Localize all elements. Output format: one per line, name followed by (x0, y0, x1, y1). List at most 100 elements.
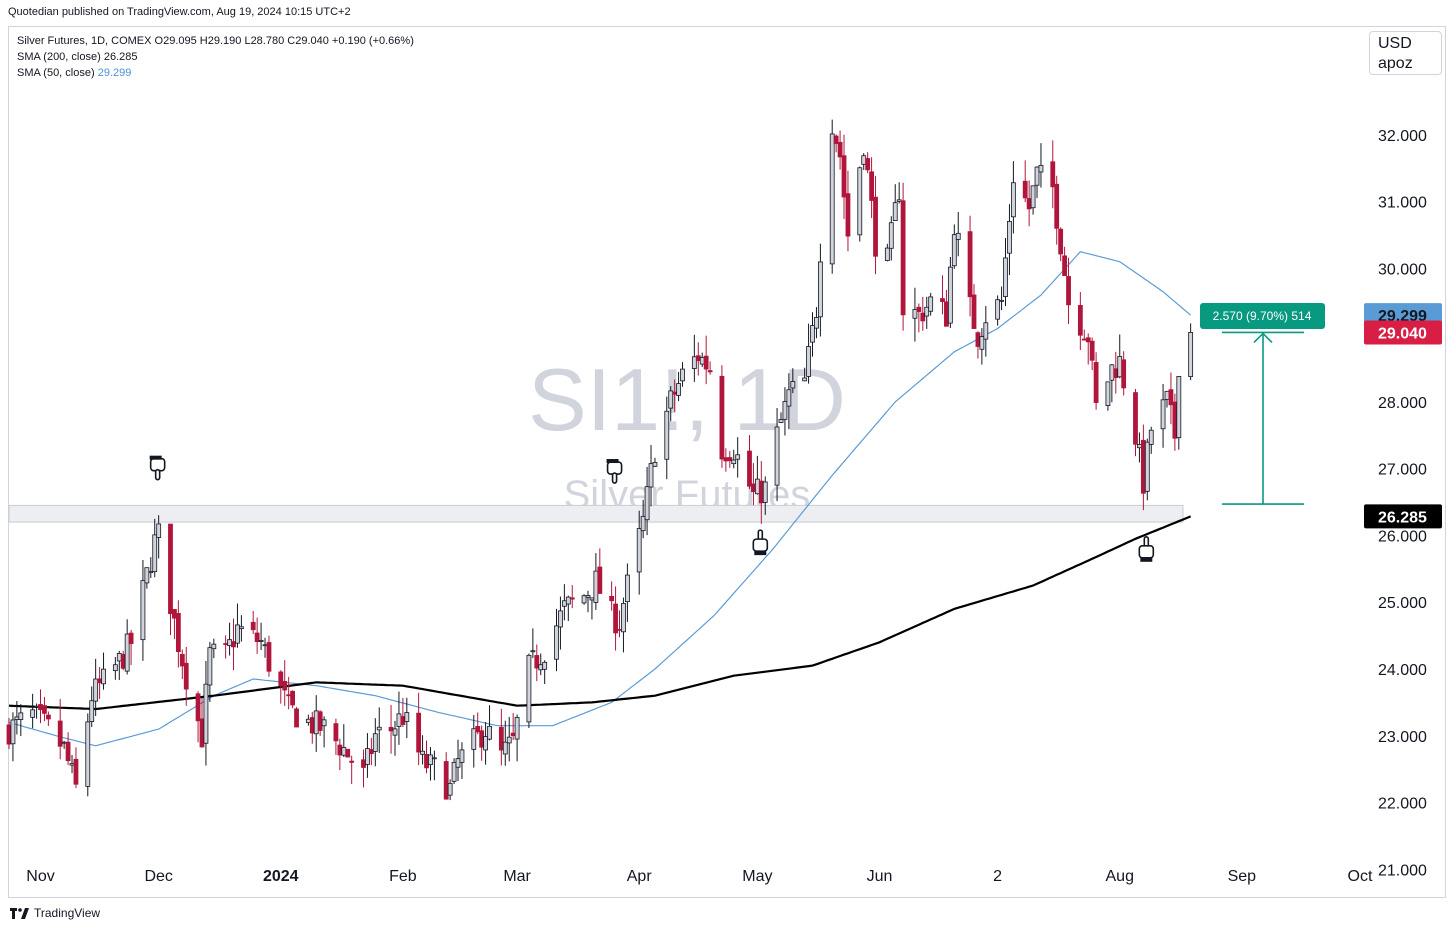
candle[interactable] (416, 692, 422, 766)
candle[interactable] (814, 307, 819, 339)
candle[interactable] (916, 303, 922, 333)
candle[interactable] (227, 622, 232, 656)
candle[interactable] (506, 716, 512, 762)
candle[interactable] (707, 361, 713, 375)
candle[interactable] (892, 184, 898, 222)
legend-sma50-row[interactable]: SMA (50, close) 29.299 (17, 65, 414, 81)
candle[interactable] (1022, 160, 1028, 203)
candle[interactable] (420, 735, 425, 765)
candle[interactable] (928, 292, 934, 316)
candle[interactable] (140, 559, 146, 661)
candle[interactable] (1160, 383, 1166, 448)
candle[interactable] (727, 451, 733, 468)
legend-sma200-row[interactable]: SMA (200, close) 26.285 (17, 49, 414, 65)
candle[interactable] (703, 335, 709, 385)
candle[interactable] (951, 224, 957, 269)
candle[interactable] (333, 718, 339, 755)
candle[interactable] (869, 157, 874, 219)
candle[interactable] (581, 594, 587, 605)
candle[interactable] (1007, 204, 1012, 276)
candle[interactable] (475, 712, 481, 735)
candle[interactable] (1148, 426, 1154, 454)
price-badge-sma200[interactable]: 26.285 (1364, 504, 1442, 529)
price-badge-price[interactable]: 29.040 (1364, 320, 1442, 345)
candle[interactable] (451, 758, 457, 785)
candle[interactable] (609, 581, 615, 611)
candle[interactable] (971, 284, 977, 329)
candle[interactable] (676, 371, 681, 402)
candle[interactable] (1144, 438, 1150, 501)
candle[interactable] (896, 182, 902, 204)
candle[interactable] (817, 243, 823, 337)
candle[interactable] (802, 367, 808, 382)
candle[interactable] (337, 738, 343, 771)
candle[interactable] (1089, 337, 1095, 371)
candle[interactable] (479, 725, 485, 761)
candle[interactable] (424, 740, 429, 774)
candle[interactable] (183, 646, 189, 706)
candle[interactable] (128, 629, 134, 666)
candle[interactable] (810, 312, 815, 357)
candle[interactable] (644, 466, 650, 536)
candle[interactable] (617, 610, 622, 638)
candle[interactable] (912, 287, 918, 342)
candle[interactable] (262, 637, 268, 658)
candle[interactable] (1058, 227, 1064, 262)
candle[interactable] (1109, 364, 1115, 403)
candle[interactable] (621, 597, 626, 653)
candle[interactable] (195, 691, 201, 743)
candle[interactable] (983, 306, 989, 357)
candle[interactable] (1133, 388, 1138, 457)
candle[interactable] (57, 699, 63, 760)
candle[interactable] (1026, 180, 1032, 227)
candle[interactable] (680, 362, 685, 387)
candle[interactable] (305, 714, 311, 726)
candle[interactable] (1140, 424, 1146, 511)
candle[interactable] (238, 615, 244, 642)
candle[interactable] (1054, 175, 1060, 245)
candle[interactable] (1176, 376, 1182, 450)
candle[interactable] (955, 212, 961, 257)
candle[interactable] (648, 445, 654, 507)
candle[interactable] (940, 275, 945, 315)
candle[interactable] (719, 365, 725, 468)
candle[interactable] (294, 706, 299, 728)
candle[interactable] (38, 689, 43, 724)
candle[interactable] (636, 510, 642, 595)
candle[interactable] (640, 499, 646, 539)
candle[interactable] (282, 660, 288, 706)
candle[interactable] (857, 166, 863, 242)
candle[interactable] (231, 618, 236, 671)
candle[interactable] (920, 296, 926, 331)
candle[interactable] (144, 567, 150, 589)
candle[interactable] (865, 152, 871, 174)
candle[interactable] (152, 518, 158, 578)
candle[interactable] (61, 740, 67, 749)
candle[interactable] (774, 408, 780, 502)
candle[interactable] (747, 435, 752, 490)
candle[interactable] (837, 130, 843, 170)
candle[interactable] (65, 732, 71, 766)
candle[interactable] (1117, 334, 1123, 379)
candle[interactable] (18, 704, 24, 737)
candle[interactable] (443, 752, 449, 800)
currency-unit-selector[interactable]: USD apoz (1369, 31, 1442, 75)
candle[interactable] (309, 711, 315, 744)
candle[interactable] (168, 523, 173, 636)
candle[interactable] (502, 720, 508, 766)
candle[interactable] (365, 733, 370, 778)
candle[interactable] (388, 704, 394, 754)
candle[interactable] (203, 660, 209, 766)
candle[interactable] (1081, 329, 1087, 341)
candle[interactable] (613, 586, 618, 651)
candle[interactable] (1038, 143, 1044, 188)
candle[interactable] (313, 695, 319, 752)
candle[interactable] (349, 755, 355, 784)
candle[interactable] (1066, 257, 1071, 325)
candle[interactable] (845, 170, 851, 252)
candle[interactable] (624, 563, 630, 622)
candle[interactable] (93, 658, 99, 716)
candle[interactable] (45, 711, 51, 726)
candle[interactable] (487, 705, 492, 741)
